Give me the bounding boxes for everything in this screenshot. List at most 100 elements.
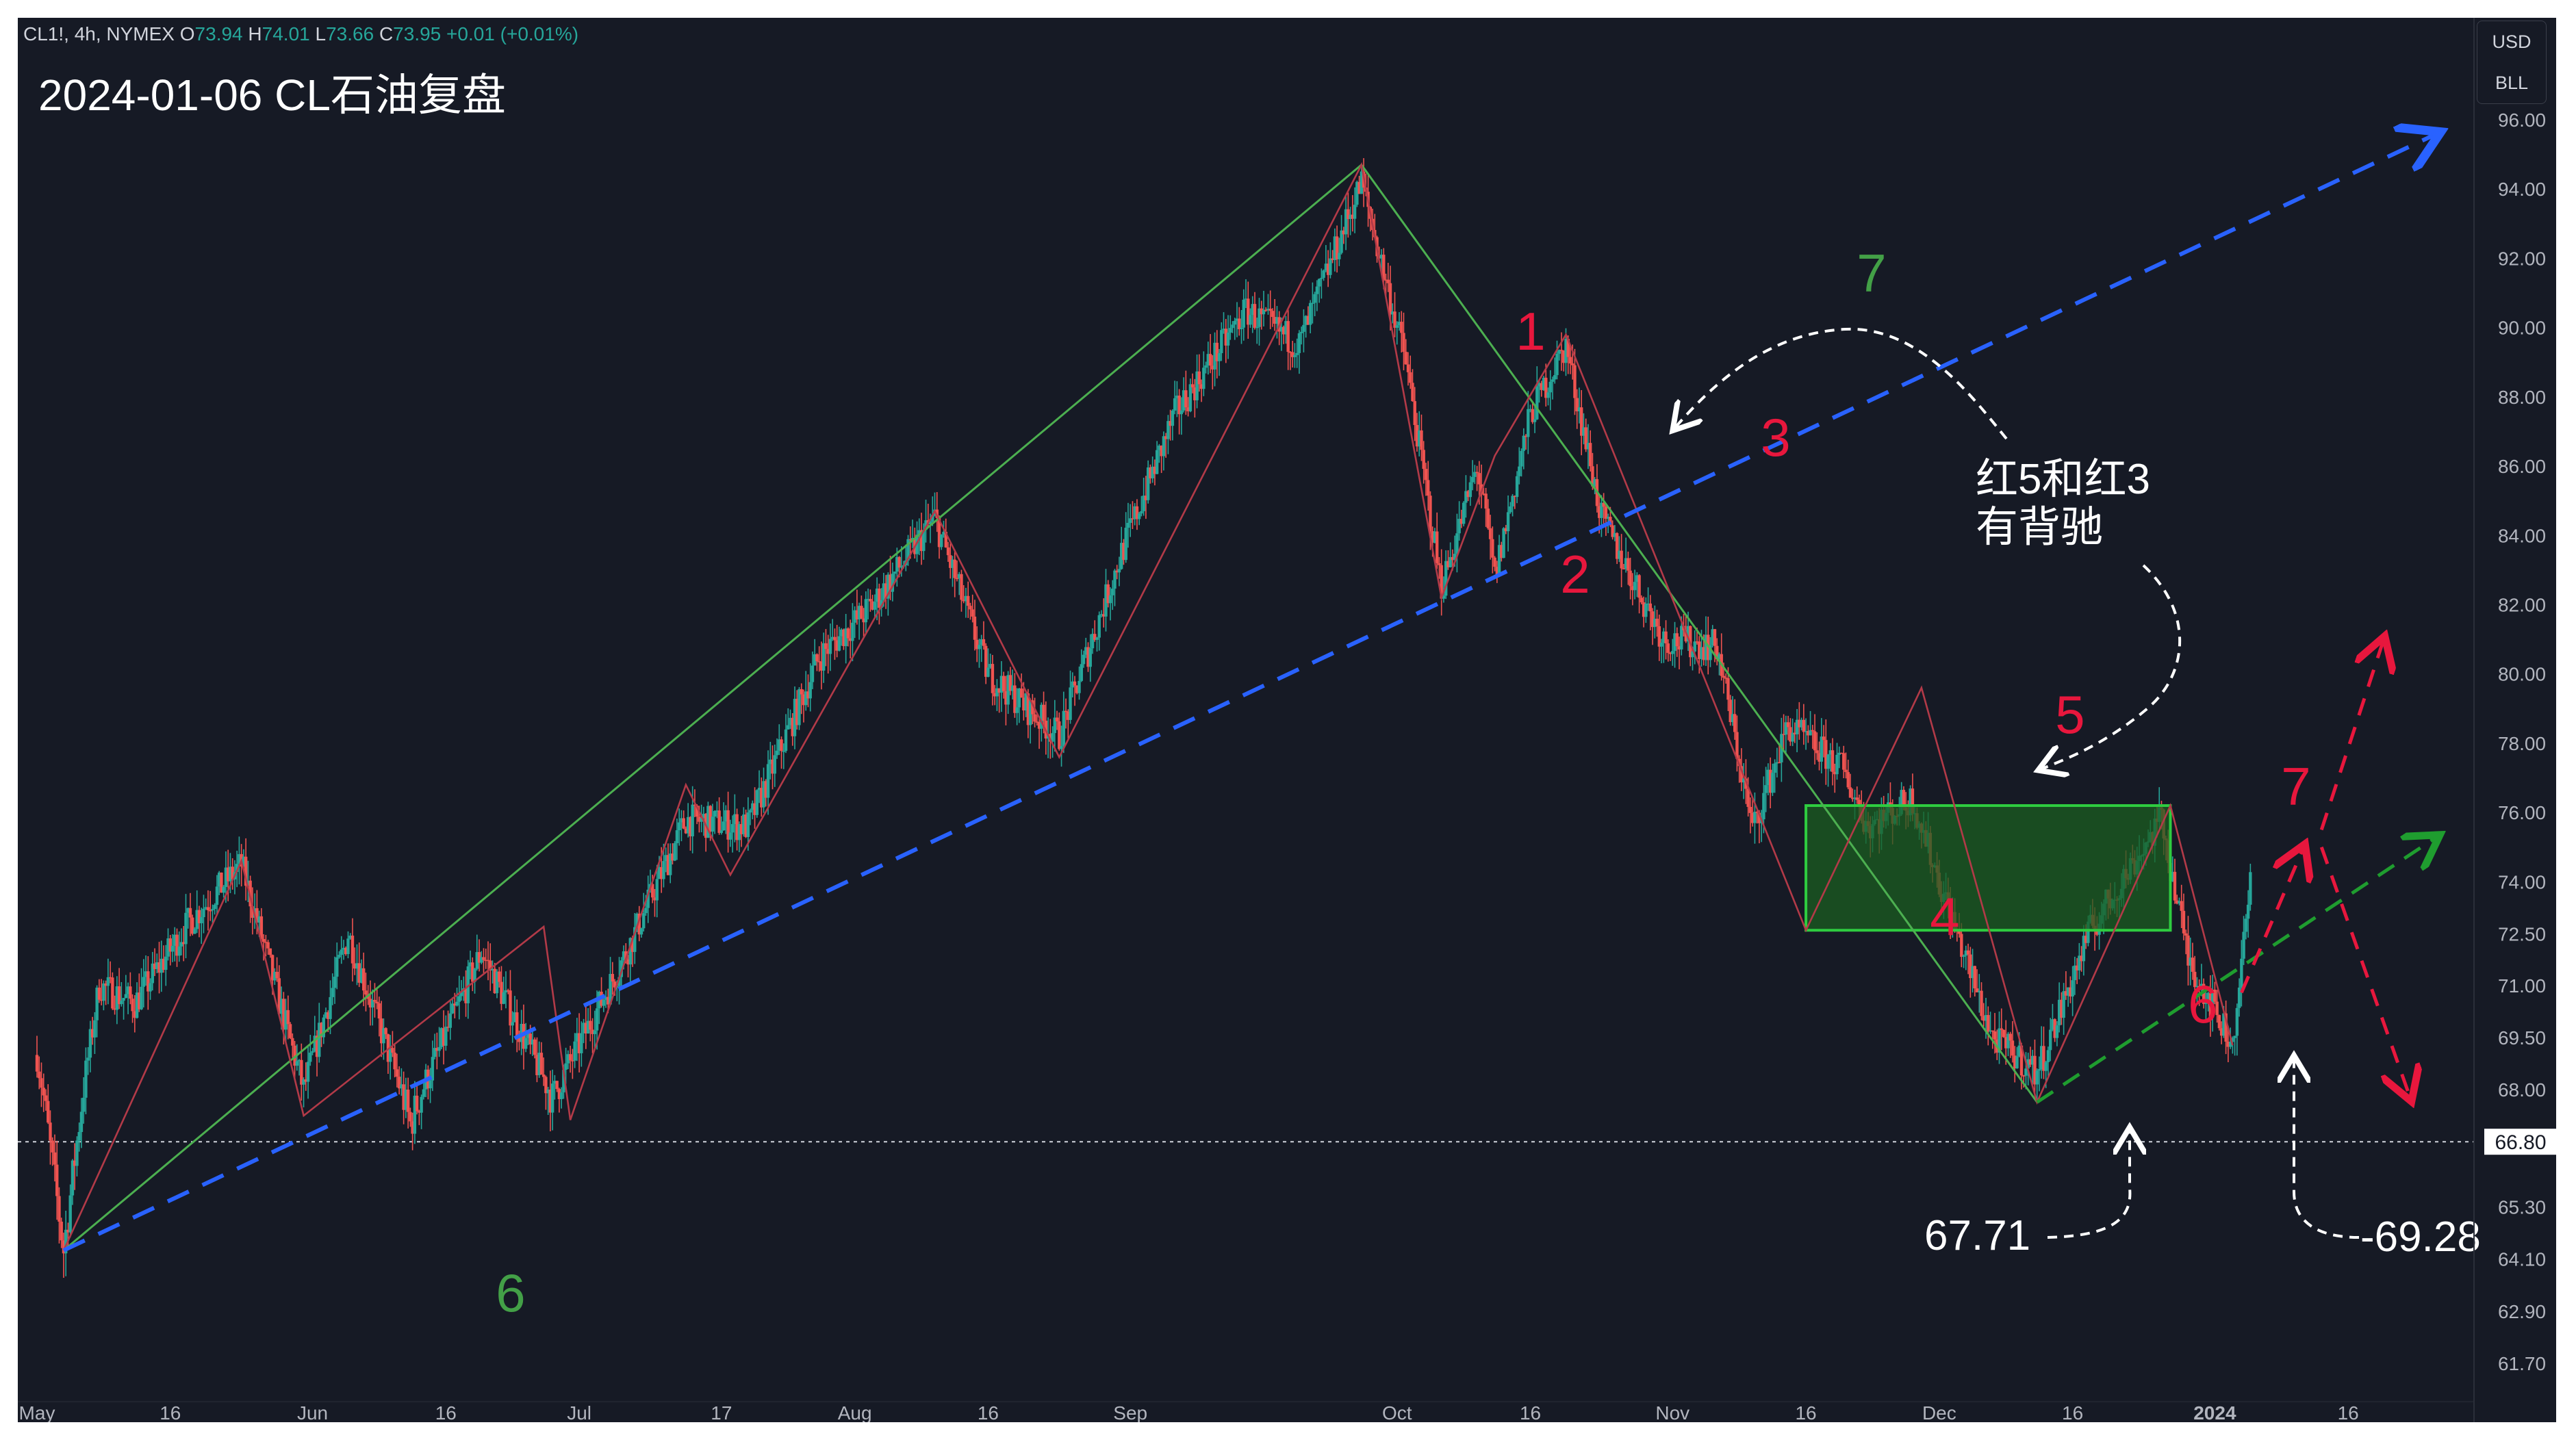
symbol-label[interactable]: CL1!, 4h, NYMEX	[23, 23, 175, 44]
candle-body	[1655, 619, 1659, 627]
candle-body	[702, 814, 706, 819]
candle-body	[1642, 602, 1646, 617]
candle-body	[602, 999, 606, 1006]
candle-body	[1998, 1028, 2001, 1053]
candle-body	[1811, 730, 1815, 732]
candle-body	[715, 810, 719, 812]
candle-body	[1171, 410, 1175, 426]
candle-body	[1284, 321, 1288, 335]
candle-body	[482, 957, 485, 960]
candle-body	[837, 636, 841, 651]
candle-body	[1855, 797, 1859, 800]
candle-body	[2028, 1059, 2032, 1065]
candle-body	[95, 988, 99, 1020]
candle-body	[669, 853, 672, 875]
green-channel-line[interactable]	[2036, 837, 2437, 1104]
candle-body	[575, 1033, 579, 1042]
candle-body	[77, 1132, 81, 1141]
candle-body	[1235, 318, 1239, 321]
candle-body	[1577, 407, 1581, 411]
candle-body	[1131, 518, 1134, 519]
candle-body	[66, 1229, 70, 1233]
candle-body	[1822, 736, 1826, 741]
currency-unit-box[interactable]: USD BLL	[2477, 21, 2547, 104]
candle-body	[984, 645, 988, 677]
candle-body	[535, 1055, 539, 1075]
candles	[35, 158, 2252, 1278]
candle-body	[202, 908, 205, 918]
candle-body	[1347, 209, 1350, 220]
candle-body	[2022, 1075, 2026, 1077]
candle-body	[217, 872, 221, 887]
candle-body	[2066, 987, 2070, 996]
candle-body	[562, 1069, 565, 1093]
candle-body	[1446, 561, 1450, 567]
candle-body	[197, 910, 201, 923]
candle-body	[1777, 762, 1781, 764]
candle-body	[1677, 646, 1681, 650]
candle-body	[81, 1097, 86, 1112]
candle-body	[1482, 493, 1485, 495]
candle-body	[1295, 352, 1299, 355]
unit-label[interactable]: BLL	[2495, 73, 2529, 93]
candle-body	[1008, 675, 1012, 691]
candle-body	[1442, 595, 1446, 599]
candle-body	[1179, 410, 1184, 415]
candle-body	[1802, 719, 1806, 732]
price-tick: 94.00	[2498, 179, 2546, 200]
candle-body	[1042, 704, 1045, 721]
projection-arrow-1[interactable]	[2240, 847, 2304, 994]
green-wave-line[interactable]	[63, 163, 2038, 1252]
candle-body	[1815, 750, 1819, 754]
price-tick: 88.00	[2498, 387, 2546, 408]
candle-body	[1349, 214, 1352, 220]
red-wave-line[interactable]	[62, 162, 2234, 1251]
candle-body	[848, 638, 852, 641]
candle-body	[582, 1023, 585, 1033]
candle-body	[251, 906, 255, 918]
candle-body	[1604, 506, 1608, 519]
candle-body	[555, 1081, 559, 1090]
divergence-arrow-bottom	[2041, 564, 2182, 769]
candle-body	[853, 610, 856, 623]
candle-body	[1324, 263, 1328, 271]
candle-body	[186, 908, 190, 913]
consolidation-box[interactable]	[1805, 804, 2172, 932]
candle-body	[1620, 550, 1623, 569]
candle-body	[1902, 790, 1906, 808]
currency-label[interactable]: USD	[2492, 31, 2532, 52]
candle-body	[971, 609, 974, 617]
candle-body	[1213, 342, 1216, 370]
candle-body	[680, 818, 683, 823]
candle-body	[789, 717, 792, 725]
candle-body	[379, 1018, 383, 1044]
candle-body	[242, 856, 246, 867]
time-tick: 16	[1520, 1402, 1541, 1422]
candle-body	[1964, 950, 1968, 956]
candle-body	[958, 574, 961, 579]
candle-body	[309, 1053, 312, 1062]
candle-body	[924, 520, 928, 530]
candle-body	[726, 810, 730, 840]
candle-body	[1566, 339, 1570, 357]
candle-body	[195, 910, 199, 929]
candle-body	[724, 810, 728, 822]
candle-body	[1540, 383, 1543, 390]
candle-body	[826, 649, 830, 654]
candle-body	[830, 637, 834, 639]
projection-arrow-3[interactable]	[2319, 846, 2410, 1098]
candle-body	[1627, 558, 1630, 571]
candle-body	[1553, 375, 1557, 380]
candle-body	[2035, 1070, 2039, 1085]
blue-channel-line[interactable]	[62, 133, 2437, 1252]
candle-body	[224, 867, 228, 887]
projection-arrow-2[interactable]	[2319, 639, 2384, 831]
candle-body	[1288, 352, 1292, 353]
chart-panel[interactable]: 1 2 3 4 5 6 7 6 7 红5和红3 有背驰 67.71 -69.28 96.00 94.00 9…	[18, 18, 2556, 1422]
candle-body	[711, 817, 715, 832]
close-value: 73.95	[393, 23, 442, 44]
candle-body	[1691, 651, 1694, 658]
candle-body	[1524, 435, 1528, 437]
candle-body	[839, 629, 843, 637]
